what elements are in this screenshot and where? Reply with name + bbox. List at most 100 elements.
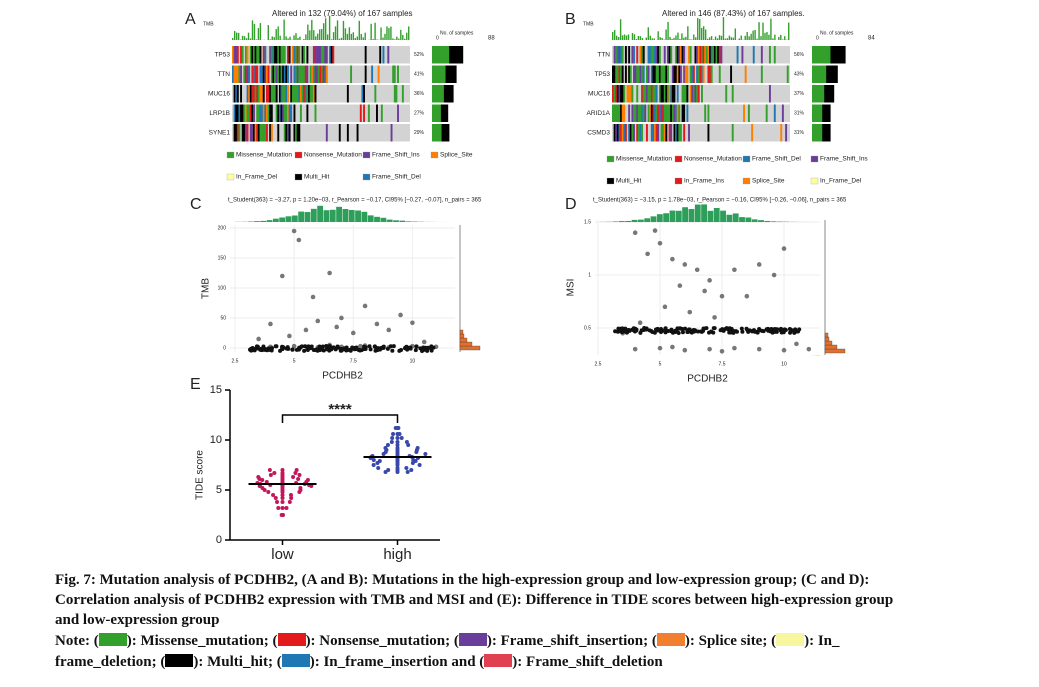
mutation-cell	[363, 104, 365, 122]
mutation-cell	[631, 104, 634, 122]
mutation-cell	[675, 104, 678, 122]
mutation-cell	[248, 65, 251, 83]
side-histogram	[824, 340, 833, 346]
mutation-cell	[644, 104, 647, 122]
mutation-cell	[654, 104, 656, 122]
point-cloud	[302, 348, 307, 353]
point	[339, 315, 344, 321]
tmb-bar	[283, 19, 285, 40]
mutation-cell	[267, 104, 270, 122]
mutation-cell	[295, 124, 298, 142]
mutation-cell	[718, 46, 721, 64]
tmb-bar	[665, 29, 667, 40]
mutation-cell	[709, 46, 712, 64]
point	[288, 493, 293, 497]
panel-label: C	[190, 196, 202, 213]
oncoprint-title: Altered in 132 (79.04%) of 167 samples	[272, 9, 413, 18]
mutation-cell	[736, 46, 739, 64]
mutation-cell	[663, 104, 666, 122]
tmb-bar	[233, 31, 236, 40]
mutation-cell	[710, 46, 713, 64]
mutation-cell	[620, 85, 623, 103]
point	[294, 468, 299, 472]
mutation-cell	[262, 104, 265, 122]
gene-label: CSMD3	[587, 129, 610, 136]
point	[287, 333, 292, 339]
mutation-cell	[287, 124, 289, 142]
mutation-cell	[660, 85, 663, 103]
tmb-bar	[722, 17, 725, 40]
tmb-bar	[748, 36, 750, 40]
mutation-cell	[654, 124, 656, 142]
mutation-cell	[288, 46, 291, 64]
tmb-bar	[740, 35, 742, 40]
mutation-cell	[642, 65, 645, 83]
mutation-cell	[615, 85, 618, 103]
mutation-cell	[278, 104, 281, 122]
mutation-cell	[663, 124, 666, 142]
point-cloud	[744, 326, 749, 331]
mutation-cell	[259, 124, 262, 142]
mutation-cell	[280, 104, 283, 122]
mutation-cell	[731, 85, 734, 103]
note-line: Note: (): Missense_mutation; (): Nonsens…	[55, 631, 840, 651]
point-cloud	[408, 346, 413, 351]
mutation-cell	[628, 65, 631, 83]
tmb-bar	[734, 28, 737, 40]
mutation-cell	[650, 124, 653, 142]
mutation-cell	[642, 46, 645, 64]
top-histogram	[348, 209, 355, 222]
mutation-cell	[654, 46, 656, 64]
mutation-cell	[314, 85, 317, 103]
legend-swatch	[674, 177, 683, 185]
mutation-cell	[641, 104, 644, 122]
top-histogram	[682, 207, 689, 222]
mutation-cell	[623, 104, 626, 122]
tmb-bar	[699, 19, 701, 40]
point	[395, 440, 400, 444]
tmb-bar	[362, 37, 364, 40]
mutation-cell	[248, 85, 251, 103]
mutation-cell	[662, 104, 665, 122]
mutation-cell	[298, 124, 301, 142]
sample-bar-seg	[812, 124, 823, 142]
mutation-cell	[233, 46, 236, 64]
mutation-cell	[681, 104, 684, 122]
point	[280, 513, 285, 517]
point	[350, 330, 356, 336]
point	[657, 345, 663, 351]
mutation-cell	[264, 104, 267, 122]
mutation-cell	[346, 124, 349, 142]
point	[781, 347, 787, 353]
point-cloud	[660, 328, 665, 333]
mutation-cell	[243, 124, 246, 142]
mutation-cell	[262, 85, 265, 103]
mutation-cell	[317, 46, 320, 64]
top-histogram	[618, 221, 625, 222]
mutation-cell	[241, 124, 244, 142]
caption-line: and low-expression group	[55, 612, 220, 628]
mutation-cell	[621, 85, 624, 103]
mutation-cell	[673, 85, 676, 103]
mutation-cell	[649, 46, 652, 64]
mutation-cell	[715, 46, 718, 64]
mutation-cell	[620, 65, 623, 83]
point	[417, 463, 422, 467]
tmb-bar	[720, 35, 723, 40]
top-histogram	[758, 220, 764, 222]
tmb-bar	[701, 27, 703, 40]
mutation-cell	[244, 124, 247, 142]
mutation-cell	[287, 85, 289, 103]
mutation-cell	[641, 46, 644, 64]
point-cloud	[281, 345, 286, 350]
tmb-bar	[334, 26, 337, 40]
matrix-row	[232, 124, 410, 142]
mutation-cell	[618, 65, 621, 83]
mutation-cell	[670, 104, 673, 122]
tmb-bar	[398, 38, 400, 40]
mutation-cell	[633, 65, 635, 83]
caption-line: Correlation analysis of PCDHB2 expressio…	[55, 592, 894, 608]
gene-label: TP53	[594, 71, 610, 78]
mutation-cell	[637, 65, 640, 83]
top-histogram	[367, 215, 374, 222]
